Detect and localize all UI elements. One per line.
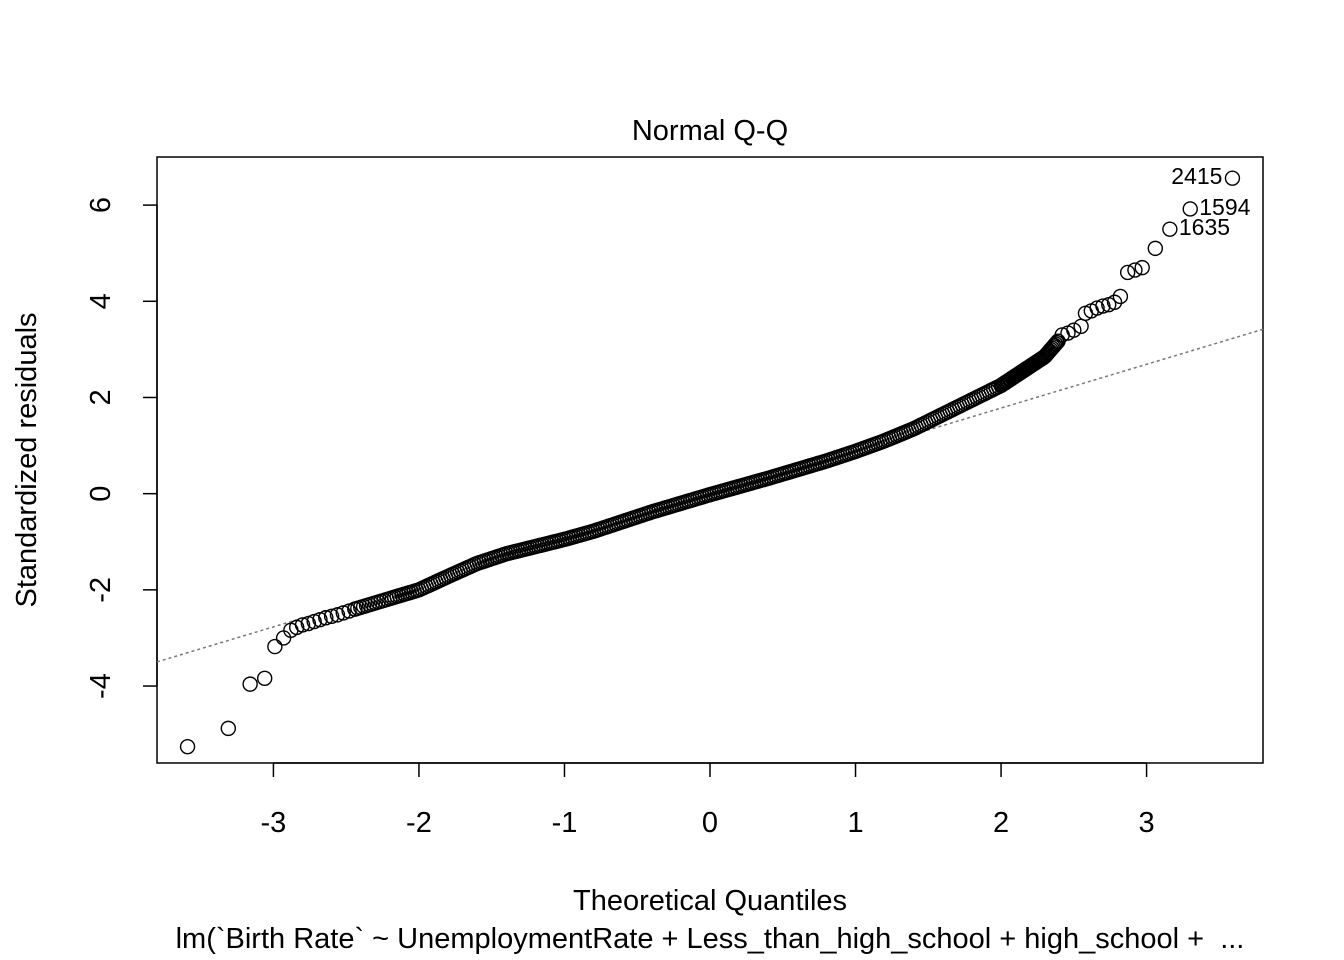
y-tick-label: 0: [85, 486, 117, 502]
qq-point: [1112, 288, 1129, 305]
y-tick-label: 6: [85, 197, 117, 213]
qq-point: [323, 608, 340, 625]
model-subtitle: lm(`Birth Rate` ~ UnemploymentRate + Les…: [176, 923, 1245, 955]
qq-point: [275, 630, 292, 646]
qq-point: [1089, 300, 1105, 316]
point-label: 1635: [1179, 214, 1230, 240]
y-tick-label: -2: [85, 577, 117, 603]
qq-point: [312, 611, 328, 628]
qq-point: [242, 676, 258, 692]
qq-point: [300, 615, 317, 632]
qq-point: [179, 738, 196, 755]
qq-point: [329, 607, 346, 623]
qq-point: [1106, 294, 1123, 310]
x-tick-label: 3: [1139, 807, 1155, 839]
qq-point: [220, 720, 237, 737]
qq-point: [1162, 221, 1178, 237]
qq-point: [335, 605, 351, 621]
qq-point: [1095, 298, 1111, 314]
point-label: 2415: [1171, 163, 1222, 189]
x-tick-label: -3: [261, 807, 287, 839]
qq-point: [267, 638, 283, 655]
y-tick-label: 2: [85, 389, 117, 405]
x-tick-label: 1: [847, 807, 863, 839]
x-tick-label: -2: [406, 807, 432, 839]
qq-point: [341, 603, 357, 619]
qq-point: [318, 610, 334, 626]
qq-point: [256, 670, 273, 687]
qq-point: [1049, 334, 1065, 351]
qq-point: [294, 617, 311, 633]
qq-point: [1224, 170, 1241, 186]
plot-frame: [156, 156, 1264, 764]
qq-point: [1134, 259, 1150, 276]
qq-point: [1127, 262, 1143, 278]
data-points: [179, 170, 1241, 755]
x-tick-label: 2: [993, 807, 1009, 839]
chart-title: Normal Q-Q: [632, 115, 788, 147]
x-axis: -3 -2 -1 0 1 2 3: [261, 762, 1155, 839]
qq-point: [306, 613, 322, 630]
qq-point: [1119, 264, 1136, 281]
x-tick-label: -1: [552, 807, 578, 839]
x-axis-label: Theoretical Quantiles: [573, 885, 847, 917]
qq-point: [1066, 322, 1082, 338]
qq-point: [1182, 201, 1198, 217]
point-label: 1594: [1199, 194, 1250, 220]
y-tick-label: 4: [85, 293, 117, 309]
y-axis: -4 -2 0 2 4 6: [85, 197, 158, 699]
x-tick-label: 0: [702, 807, 718, 839]
qq-point: [1045, 339, 1061, 355]
y-axis-label: Standardized residuals: [11, 312, 43, 607]
qq-point: [1046, 337, 1063, 354]
y-tick-label: -4: [85, 673, 117, 699]
qq-point: [1147, 240, 1164, 257]
